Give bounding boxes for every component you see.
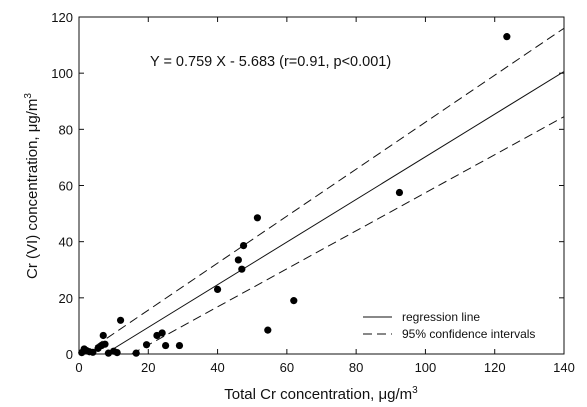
x-tick-label: 100 xyxy=(415,360,437,375)
data-point xyxy=(101,340,109,348)
data-point xyxy=(158,329,166,337)
x-tick-label: 0 xyxy=(75,360,82,375)
y-tick-label: 100 xyxy=(51,66,73,81)
regression-line xyxy=(104,71,564,354)
data-point xyxy=(238,265,246,273)
y-tick-label: 0 xyxy=(66,347,73,362)
x-tick-label: 80 xyxy=(349,360,363,375)
legend-regression-label: regression line xyxy=(402,310,480,324)
data-point xyxy=(290,297,298,305)
data-point xyxy=(253,214,262,222)
axis-ticks: 0 20 40 60 80 100 120 140 0 20 40 60 80 100 120 xyxy=(51,10,575,375)
data-point xyxy=(213,285,222,294)
regression-equation: Y = 0.759 X - 5.683 (r=0.91, p<0.001) xyxy=(150,54,391,70)
data-point xyxy=(132,349,140,357)
x-tick-label: 40 xyxy=(210,360,224,375)
confidence-lower-line xyxy=(131,116,564,354)
data-point xyxy=(234,256,242,264)
y-tick-label: 60 xyxy=(59,179,73,194)
data-point xyxy=(239,241,248,250)
data-point xyxy=(89,348,97,356)
y-axis-label: Cr (VI) concentration, μg/m3 xyxy=(23,93,41,279)
confidence-upper-line xyxy=(83,27,564,354)
data-point xyxy=(503,33,511,41)
data-point xyxy=(162,341,170,350)
data-point xyxy=(116,316,125,324)
confidence-lines xyxy=(83,27,564,354)
x-tick-label: 140 xyxy=(553,360,575,375)
legend-confidence-label: 95% confidence intervals xyxy=(402,327,535,341)
data-point xyxy=(264,326,272,334)
data-point xyxy=(395,188,404,197)
y-tick-label: 120 xyxy=(51,10,73,25)
data-point xyxy=(175,341,184,350)
regression-line-group xyxy=(104,71,564,354)
x-tick-label: 60 xyxy=(280,360,294,375)
data-point xyxy=(142,341,151,349)
y-tick-label: 40 xyxy=(59,235,73,250)
x-tick-label: 120 xyxy=(484,360,506,375)
y-tick-label: 20 xyxy=(59,291,73,306)
data-points xyxy=(78,33,511,357)
legend: regression line 95% confidence intervals xyxy=(363,310,535,341)
x-axis-label: Total Cr concentration, μg/m3 xyxy=(224,385,418,403)
data-point xyxy=(99,331,107,340)
data-point xyxy=(113,348,121,357)
x-tick-label: 20 xyxy=(141,360,155,375)
y-tick-label: 80 xyxy=(59,122,73,137)
